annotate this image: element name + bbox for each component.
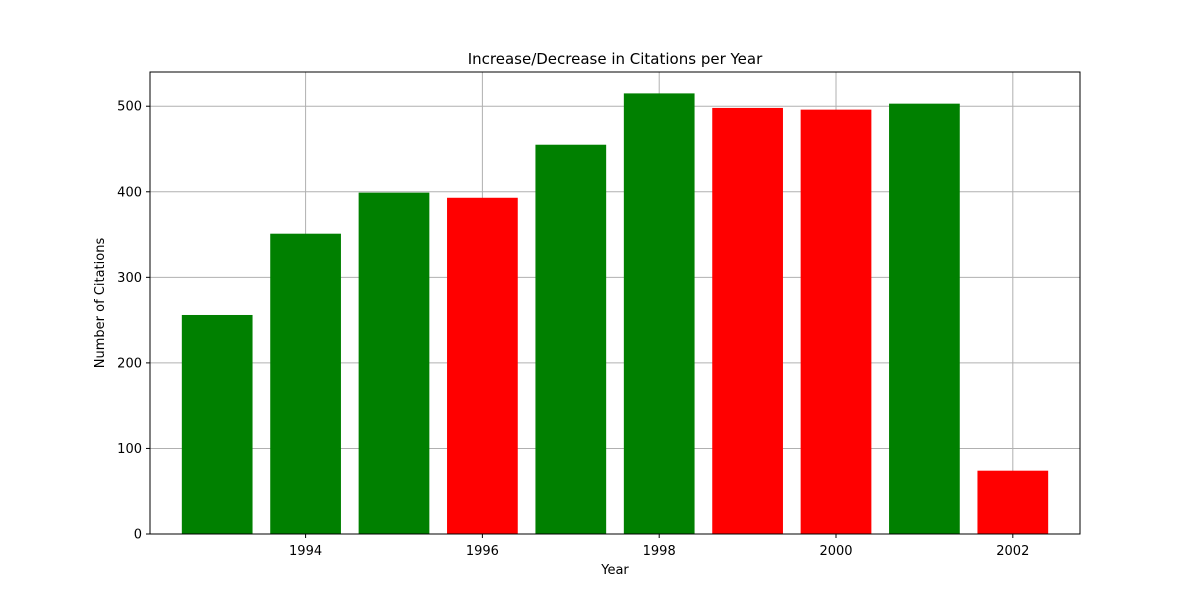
bar-1993 xyxy=(181,314,253,534)
bar-2001 xyxy=(889,103,960,535)
plot-frame xyxy=(149,71,1081,535)
y-tick-label-0: 0 xyxy=(134,528,142,543)
y-tick-label-500: 500 xyxy=(117,100,142,115)
bar-1998 xyxy=(623,93,695,534)
y-axis-ticks: 0 100 200 300 400 500 xyxy=(117,100,150,543)
x-tick-label-1998: 1998 xyxy=(643,544,676,559)
x-tick-label-2000: 2000 xyxy=(819,544,852,559)
bar-1997 xyxy=(535,144,607,534)
bar-1999 xyxy=(712,107,783,534)
x-tick-label-1994: 1994 xyxy=(289,544,322,559)
y-tick-label-200: 200 xyxy=(117,356,142,371)
bar-1995 xyxy=(358,192,430,534)
y-tick-label-100: 100 xyxy=(117,442,142,457)
bar-2000 xyxy=(800,109,872,535)
y-axis-title: Number of Citations xyxy=(93,238,108,369)
bars xyxy=(181,93,1049,535)
x-tick-label-2002: 2002 xyxy=(996,544,1029,559)
x-tick-label-1996: 1996 xyxy=(466,544,499,559)
y-tick-label-300: 300 xyxy=(117,271,142,286)
bar-1994 xyxy=(270,233,341,534)
bar-1996 xyxy=(447,197,518,534)
x-axis-title: Year xyxy=(600,563,629,578)
chart-title: Increase/Decrease in Citations per Year xyxy=(468,50,763,68)
x-axis-ticks: 1994 1996 1998 2000 2002 xyxy=(289,534,1029,559)
bar-2002 xyxy=(977,470,1049,534)
y-tick-label-400: 400 xyxy=(117,185,142,200)
